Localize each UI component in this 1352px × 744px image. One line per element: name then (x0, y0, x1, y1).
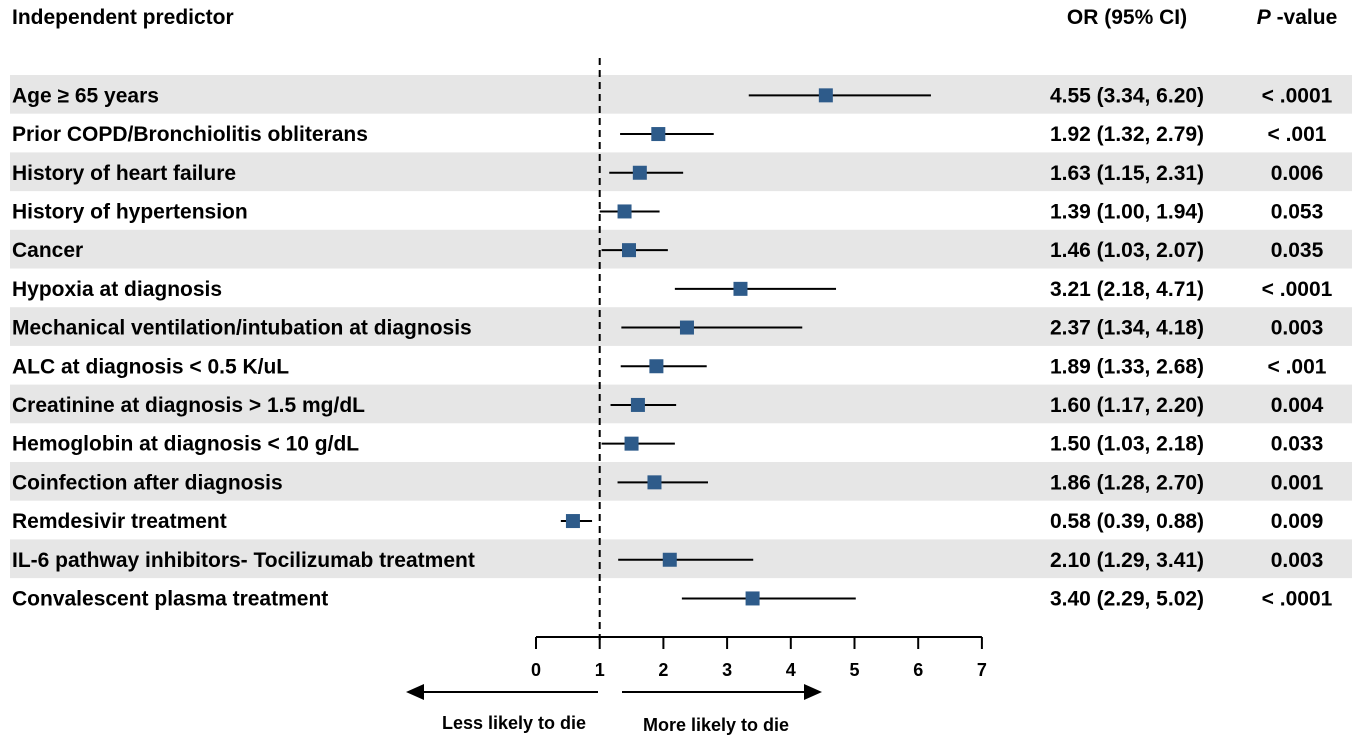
predictor-label: Cancer (12, 239, 83, 262)
or-ci-value: 1.86 (1.28, 2.70) (1050, 471, 1204, 494)
or-marker (624, 436, 639, 451)
p-value: < .001 (1268, 123, 1327, 146)
predictor-label: Prior COPD/Bronchiolitis obliterans (12, 123, 368, 146)
header-or-ci: OR (95% CI) (1067, 6, 1187, 29)
p-value: 0.009 (1271, 510, 1324, 533)
forest-rows: Age ≥ 65 years 4.55 (3.34, 6.20) < .0001 Pr… (12, 84, 1333, 610)
p-value: 0.003 (1271, 549, 1324, 572)
predictor-label: Convalescent plasma treatment (12, 587, 328, 610)
predictor-label: IL-6 pathway inhibitors- Tocilizumab tre… (12, 549, 475, 572)
p-value: 0.003 (1271, 317, 1324, 340)
direction-arrows: Less likely to die More likely to die (406, 684, 822, 735)
p-value: 0.053 (1271, 200, 1324, 223)
predictor-label: Hypoxia at diagnosis (12, 278, 222, 301)
x-tick-label: 0 (531, 660, 541, 680)
p-value: < .0001 (1262, 84, 1333, 107)
or-ci-value: 2.10 (1.29, 3.41) (1050, 549, 1204, 572)
or-marker (632, 165, 647, 180)
predictor-label: History of heart failure (12, 162, 236, 185)
row-stripe (10, 75, 1352, 114)
or-marker (733, 281, 748, 296)
p-value: 0.033 (1271, 433, 1324, 456)
predictor-label: Creatinine at diagnosis > 1.5 mg/dL (12, 394, 365, 417)
or-ci-value: 1.63 (1.15, 2.31) (1050, 162, 1204, 185)
header-predictor: Independent predictor (12, 6, 234, 29)
p-value: 0.006 (1271, 162, 1324, 185)
predictor-label: Hemoglobin at diagnosis < 10 g/dL (12, 433, 359, 456)
x-axis: 0 1 2 3 4 5 6 7 (531, 636, 987, 680)
header-p-value: P -value (1257, 6, 1338, 29)
or-ci-value: 1.60 (1.17, 2.20) (1050, 394, 1204, 417)
or-ci-value: 1.50 (1.03, 2.18) (1050, 433, 1204, 456)
or-marker (662, 552, 677, 567)
or-marker (565, 514, 580, 529)
p-value: < .001 (1268, 355, 1327, 378)
or-marker (651, 127, 666, 142)
x-tick-label: 7 (977, 660, 987, 680)
or-marker (647, 475, 662, 490)
row-stripe (10, 229, 1352, 269)
or-marker (745, 591, 760, 606)
row-stripe (10, 384, 1352, 424)
p-value: 0.004 (1271, 394, 1324, 417)
or-ci-value: 0.58 (0.39, 0.88) (1050, 510, 1204, 533)
predictor-label: Coinfection after diagnosis (12, 471, 283, 494)
predictor-label: History of hypertension (12, 200, 248, 223)
x-tick-label: 4 (786, 660, 796, 680)
p-value: 0.035 (1271, 239, 1324, 262)
predictor-label: Mechanical ventilation/intubation at dia… (12, 317, 472, 340)
less-likely-label: Less likely to die (442, 713, 586, 733)
p-value: < .0001 (1262, 587, 1333, 610)
x-tick-label: 6 (913, 660, 923, 680)
header-p-letter: P (1257, 6, 1272, 29)
or-ci-value: 3.21 (2.18, 4.71) (1050, 278, 1204, 301)
more-likely-label: More likely to die (643, 715, 789, 735)
x-tick-label: 1 (595, 660, 605, 680)
or-marker (679, 320, 694, 335)
or-ci-value: 2.37 (1.34, 4.18) (1050, 317, 1204, 340)
or-marker (617, 204, 632, 219)
p-value: 0.001 (1271, 471, 1324, 494)
or-marker (622, 243, 637, 258)
p-value: < .0001 (1262, 278, 1333, 301)
or-ci-value: 1.89 (1.33, 2.68) (1050, 355, 1204, 378)
or-marker (630, 397, 645, 412)
header-p-rest: -value (1271, 6, 1338, 29)
predictor-label: ALC at diagnosis < 0.5 K/uL (12, 355, 289, 378)
predictor-label: Age ≥ 65 years (12, 84, 159, 107)
or-ci-value: 3.40 (2.29, 5.02) (1050, 587, 1204, 610)
or-marker (649, 359, 664, 374)
predictor-label: Remdesivir treatment (12, 510, 227, 533)
or-ci-value: 1.92 (1.32, 2.79) (1050, 123, 1204, 146)
or-ci-value: 1.46 (1.03, 2.07) (1050, 239, 1204, 262)
x-tick-label: 3 (722, 660, 732, 680)
x-tick-label: 5 (849, 660, 859, 680)
right-arrow-head (804, 684, 822, 700)
left-arrow-head (406, 684, 424, 700)
or-ci-value: 1.39 (1.00, 1.94) (1050, 200, 1204, 223)
or-ci-value: 4.55 (3.34, 6.20) (1050, 84, 1204, 107)
or-marker (818, 88, 833, 103)
x-tick-label: 2 (658, 660, 668, 680)
